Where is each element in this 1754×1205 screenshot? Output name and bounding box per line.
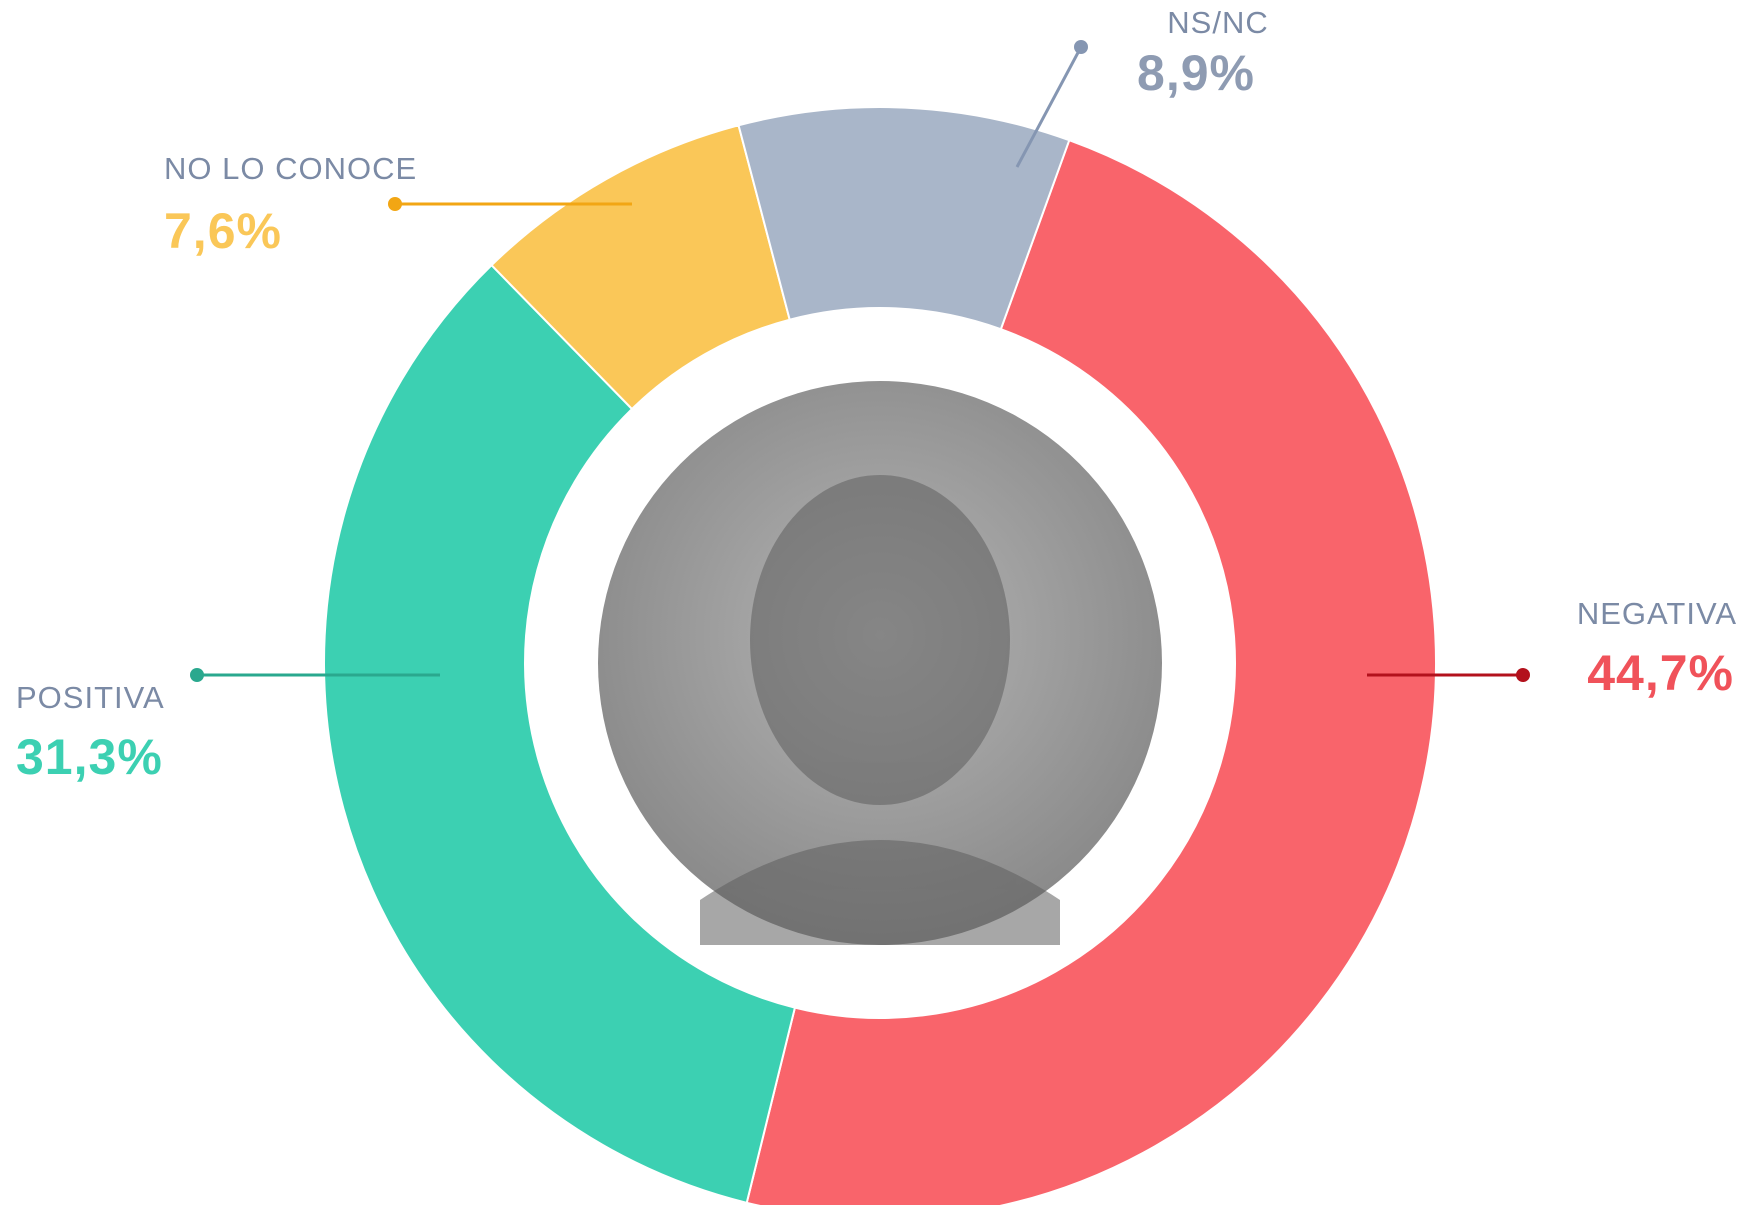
slice-name: POSITIVA [16, 680, 165, 715]
chart: NEGATIVA 44,7% POSITIVA 31,3% NO LO CONOCE 7,… [0, 0, 1754, 1205]
slice-name: NS/NC [1167, 5, 1268, 40]
leader-dot [1074, 40, 1088, 54]
leader-dot [190, 668, 204, 682]
slice-name: NO LO CONOCE [164, 151, 417, 186]
slice-value: 8,9% [1137, 45, 1255, 101]
slice-value: 7,6% [164, 203, 282, 259]
slice-name: NEGATIVA [1577, 596, 1737, 631]
slice-value: 44,7% [1587, 645, 1734, 701]
leader-dot [388, 197, 402, 211]
leader-dot [1516, 668, 1530, 682]
slice-value: 31,3% [16, 729, 163, 785]
